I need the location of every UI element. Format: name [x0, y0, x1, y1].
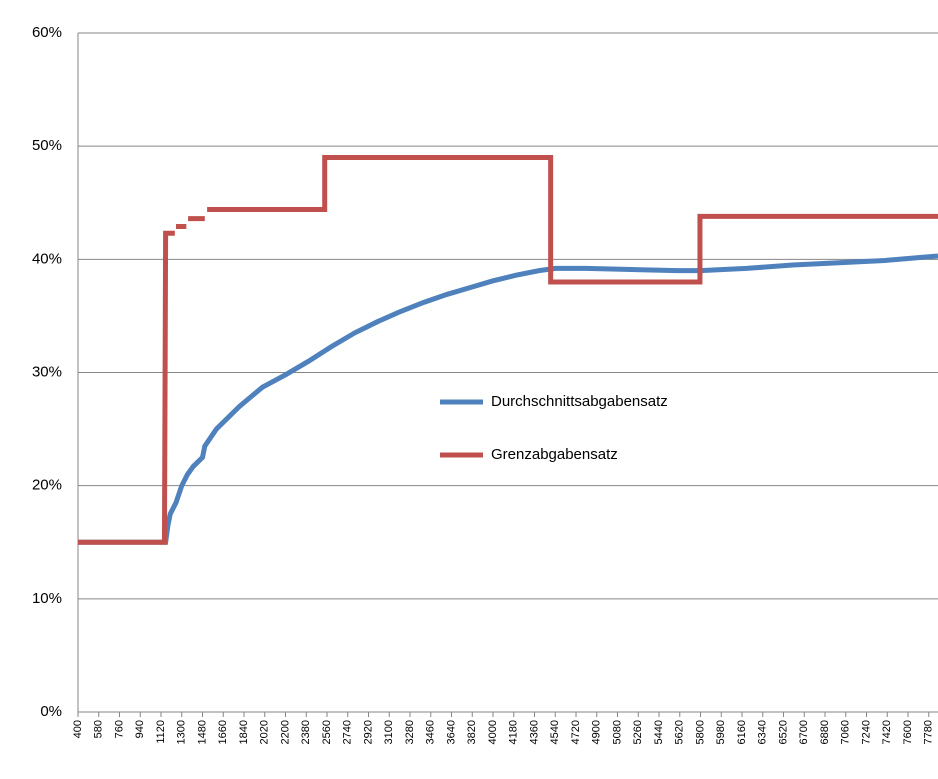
x-tick-label: 6700 — [798, 720, 810, 744]
series-line — [78, 154, 938, 545]
x-tick-label: 2020 — [259, 720, 271, 744]
x-tick-label: 4000 — [487, 720, 499, 744]
series-line — [78, 253, 938, 545]
y-tick-label: 30% — [32, 363, 62, 380]
y-tick-label: 50% — [32, 137, 62, 154]
x-tick-label: 5980 — [715, 720, 727, 744]
y-tick-label: 10% — [32, 590, 62, 607]
x-tick-label: 5620 — [674, 720, 686, 744]
x-tick-label: 7600 — [902, 720, 914, 744]
x-tick-label: 5080 — [611, 720, 623, 744]
x-tick-label: 3640 — [445, 720, 457, 744]
x-tick-label: 1660 — [217, 720, 229, 744]
x-tick-label: 4360 — [528, 720, 540, 744]
x-tick-label: 940 — [134, 720, 146, 738]
x-tick-label: 7420 — [881, 720, 893, 744]
x-tick-label: 2200 — [279, 720, 291, 744]
y-tick-label: 60% — [32, 24, 62, 41]
x-tick-label: 3100 — [383, 720, 395, 744]
x-tick-label: 7060 — [840, 720, 852, 744]
x-tick-label: 580 — [93, 720, 105, 738]
x-tick-label: 6340 — [757, 720, 769, 744]
x-tick-label: 3820 — [466, 720, 478, 744]
x-tick-label: 3280 — [404, 720, 416, 744]
y-tick-label: 40% — [32, 250, 62, 267]
x-tick-label: 2740 — [342, 720, 354, 744]
x-tick-label: 1300 — [176, 720, 188, 744]
x-tick-label: 2920 — [362, 720, 374, 744]
x-tick-label: 1840 — [238, 720, 250, 744]
x-tick-label: 7780 — [923, 720, 935, 744]
x-tick-label: 5440 — [653, 720, 665, 744]
x-tick-label: 3460 — [425, 720, 437, 744]
y-tick-label: 0% — [40, 703, 62, 720]
legend-label: Durchschnittsabgabensatz — [491, 393, 668, 410]
x-tick-label: 1120 — [155, 720, 167, 744]
x-tick-label: 2380 — [300, 720, 312, 744]
y-tick-label: 20% — [32, 477, 62, 494]
x-tick-label: 4180 — [508, 720, 520, 744]
x-tick-label: 7240 — [860, 720, 872, 744]
legend-label: Grenzabgabensatz — [491, 446, 618, 463]
x-tick-label: 5800 — [694, 720, 706, 744]
x-tick-label: 4540 — [549, 720, 561, 744]
x-tick-label: 4720 — [570, 720, 582, 744]
x-tick-label: 6160 — [736, 720, 748, 744]
x-tick-label: 6880 — [819, 720, 831, 744]
x-tick-label: 2560 — [321, 720, 333, 744]
x-tick-label: 5260 — [632, 720, 644, 744]
x-tick-label: 1480 — [196, 720, 208, 744]
x-tick-label: 4900 — [591, 720, 603, 744]
x-tick-label: 400 — [72, 720, 84, 738]
x-tick-label: 760 — [113, 720, 125, 738]
x-tick-label: 6520 — [777, 720, 789, 744]
